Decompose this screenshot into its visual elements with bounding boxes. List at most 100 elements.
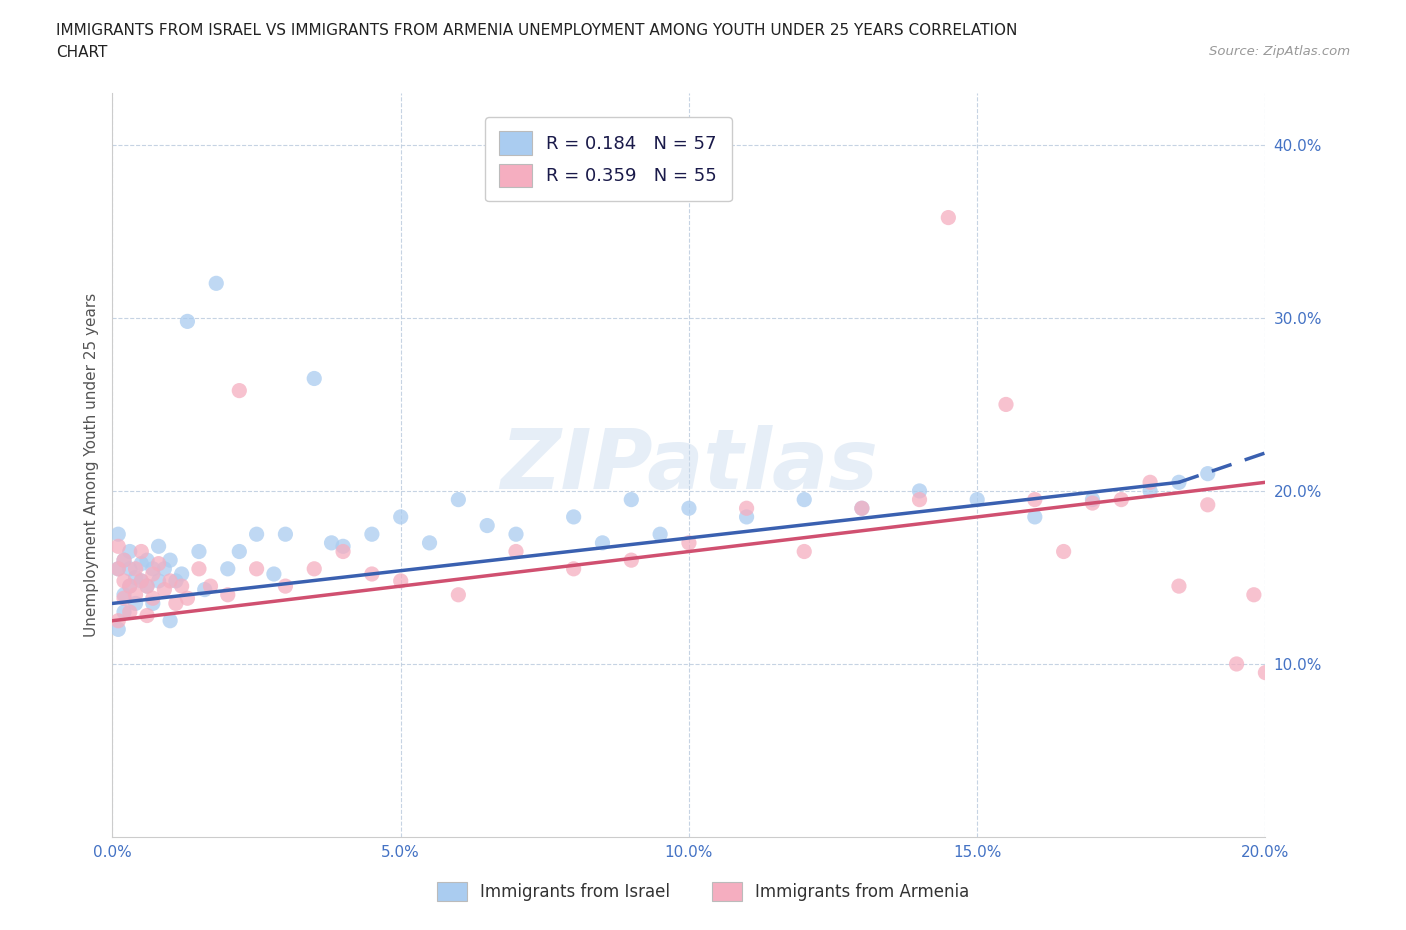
Point (620, 492, 643, 507)
Point (124, 562, 146, 577)
Point (475, 518, 499, 533)
Point (165, 596, 187, 611)
Point (188, 562, 211, 577)
Point (118, 544, 141, 559)
Point (332, 538, 354, 553)
Text: ZIPatlas: ZIPatlas (501, 424, 877, 506)
Point (112, 574, 135, 589)
Point (678, 536, 700, 551)
Point (112, 552, 135, 567)
Point (908, 484, 931, 498)
Point (142, 591, 165, 605)
Point (205, 276, 228, 291)
Point (274, 578, 297, 593)
Point (124, 570, 146, 585)
Point (129, 544, 153, 559)
Point (620, 552, 643, 567)
Point (1053, 544, 1076, 559)
Point (228, 544, 250, 559)
Point (505, 544, 527, 559)
Point (851, 501, 873, 516)
Point (678, 501, 700, 516)
Point (170, 578, 193, 593)
Point (136, 552, 159, 567)
Point (118, 562, 141, 577)
Point (321, 536, 343, 551)
Point (1024, 492, 1046, 507)
Point (194, 582, 217, 597)
Point (360, 526, 382, 541)
Point (332, 544, 354, 559)
Point (562, 510, 585, 525)
Point (360, 566, 382, 581)
Point (995, 397, 1018, 412)
Point (592, 536, 614, 551)
Point (1111, 492, 1133, 507)
Point (159, 574, 181, 589)
Point (274, 526, 297, 541)
Point (107, 613, 129, 628)
Point (153, 562, 176, 577)
Y-axis label: Unemployment Among Youth under 25 years: Unemployment Among Youth under 25 years (83, 293, 98, 637)
Point (159, 552, 181, 567)
Point (966, 492, 988, 507)
Point (142, 566, 165, 581)
Point (129, 574, 153, 589)
Point (908, 492, 931, 507)
Point (228, 383, 250, 398)
Point (1197, 498, 1219, 512)
Point (246, 562, 269, 577)
Point (1024, 510, 1046, 525)
Point (176, 591, 198, 605)
Point (1139, 475, 1161, 490)
Point (793, 544, 815, 559)
Point (142, 596, 165, 611)
Point (735, 501, 758, 516)
Point (118, 578, 141, 593)
Point (936, 210, 959, 225)
Point (124, 588, 146, 603)
Point (1243, 588, 1265, 603)
Text: CHART: CHART (56, 45, 108, 60)
Point (170, 566, 193, 581)
Point (124, 596, 146, 611)
Point (112, 552, 135, 567)
Point (112, 588, 135, 603)
Point (118, 578, 141, 593)
Point (1282, 570, 1305, 585)
Point (1254, 665, 1277, 680)
Point (1139, 484, 1161, 498)
Point (200, 578, 222, 593)
Point (389, 510, 412, 525)
Point (148, 538, 170, 553)
Point (304, 562, 326, 577)
Point (793, 492, 815, 507)
Point (1167, 578, 1189, 593)
Point (419, 536, 441, 551)
Text: Source: ZipAtlas.com: Source: ZipAtlas.com (1209, 45, 1350, 58)
Point (851, 501, 873, 516)
Point (107, 538, 129, 553)
Point (650, 526, 672, 541)
Point (107, 526, 129, 541)
Point (129, 556, 153, 571)
Point (176, 314, 198, 329)
Legend: Immigrants from Israel, Immigrants from Armenia: Immigrants from Israel, Immigrants from … (430, 876, 976, 908)
Point (159, 613, 181, 628)
Point (112, 604, 135, 619)
Point (562, 562, 585, 577)
Point (263, 566, 285, 581)
Point (165, 574, 187, 589)
Point (246, 526, 269, 541)
Point (735, 510, 758, 525)
Legend: R = 0.184   N = 57, R = 0.359   N = 55: R = 0.184 N = 57, R = 0.359 N = 55 (485, 117, 731, 201)
Text: IMMIGRANTS FROM ISRAEL VS IMMIGRANTS FROM ARMENIA UNEMPLOYMENT AMONG YOUTH UNDER: IMMIGRANTS FROM ISRAEL VS IMMIGRANTS FRO… (56, 23, 1018, 38)
Point (136, 608, 159, 623)
Point (1081, 492, 1104, 507)
Point (142, 562, 165, 577)
Point (112, 591, 135, 605)
Point (153, 582, 176, 597)
Point (1226, 657, 1249, 671)
Point (304, 371, 326, 386)
Point (107, 562, 129, 577)
